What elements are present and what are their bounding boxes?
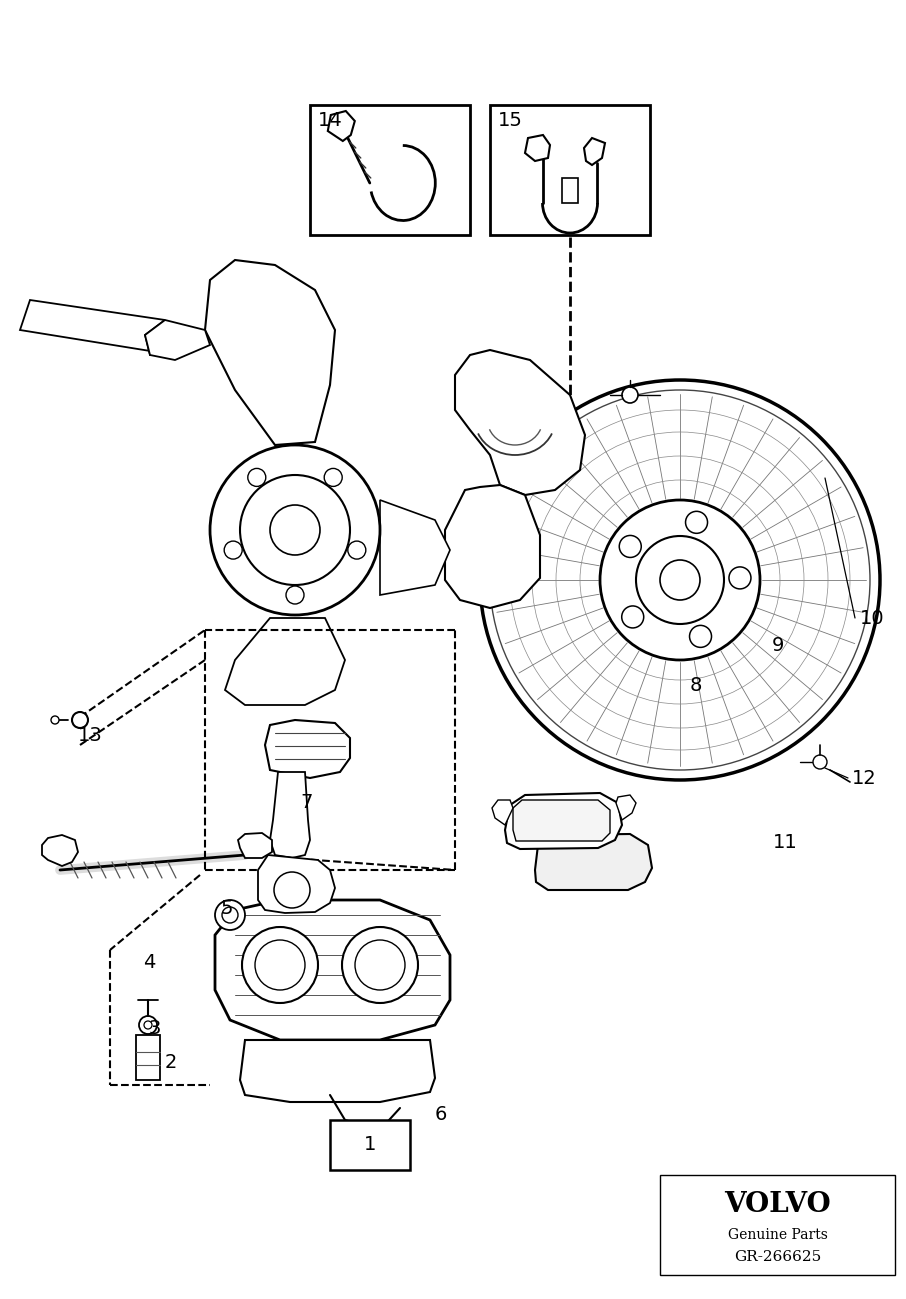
Polygon shape xyxy=(225,618,345,705)
Circle shape xyxy=(686,512,708,534)
Polygon shape xyxy=(616,795,636,820)
Circle shape xyxy=(636,536,724,624)
Circle shape xyxy=(210,446,380,614)
Bar xyxy=(490,105,650,235)
Polygon shape xyxy=(505,792,622,850)
Text: 6: 6 xyxy=(435,1105,448,1125)
Text: 8: 8 xyxy=(690,675,702,695)
Polygon shape xyxy=(258,855,335,913)
Circle shape xyxy=(255,940,305,990)
Text: 10: 10 xyxy=(860,608,884,627)
Circle shape xyxy=(324,469,342,486)
Polygon shape xyxy=(215,900,450,1040)
Text: 13: 13 xyxy=(78,726,102,744)
Circle shape xyxy=(622,605,644,627)
Bar xyxy=(136,1035,160,1079)
Circle shape xyxy=(215,900,245,930)
Circle shape xyxy=(813,755,827,769)
Circle shape xyxy=(139,1016,157,1034)
Text: 4: 4 xyxy=(143,952,155,972)
Polygon shape xyxy=(513,800,610,840)
Bar xyxy=(330,1120,410,1170)
Circle shape xyxy=(248,469,265,486)
Circle shape xyxy=(240,475,350,585)
Circle shape xyxy=(222,907,238,924)
Circle shape xyxy=(144,1021,152,1029)
Circle shape xyxy=(342,927,418,1003)
Circle shape xyxy=(480,381,880,779)
Polygon shape xyxy=(205,260,335,446)
Circle shape xyxy=(348,542,366,559)
Circle shape xyxy=(355,940,405,990)
Text: 14: 14 xyxy=(318,110,342,130)
Circle shape xyxy=(72,712,88,727)
Text: 12: 12 xyxy=(852,769,877,787)
Polygon shape xyxy=(42,835,78,866)
Text: 1: 1 xyxy=(364,1135,376,1155)
Text: 7: 7 xyxy=(300,792,313,812)
Text: GR-266625: GR-266625 xyxy=(734,1250,821,1264)
Polygon shape xyxy=(270,772,310,859)
Circle shape xyxy=(600,500,760,660)
Polygon shape xyxy=(455,349,585,495)
Polygon shape xyxy=(445,485,540,608)
Bar xyxy=(660,1176,895,1276)
Polygon shape xyxy=(238,833,272,859)
Circle shape xyxy=(729,566,751,588)
Circle shape xyxy=(689,625,711,647)
Circle shape xyxy=(242,927,318,1003)
Polygon shape xyxy=(535,834,652,890)
Polygon shape xyxy=(265,720,350,778)
Text: 3: 3 xyxy=(148,1018,160,1038)
Bar xyxy=(310,105,470,235)
Circle shape xyxy=(274,872,310,908)
Text: Genuine Parts: Genuine Parts xyxy=(728,1228,827,1242)
Bar xyxy=(562,178,578,203)
Polygon shape xyxy=(492,800,513,825)
Text: 9: 9 xyxy=(772,635,785,655)
Circle shape xyxy=(270,505,320,555)
Text: 15: 15 xyxy=(498,110,523,130)
Text: 2: 2 xyxy=(165,1052,178,1072)
Circle shape xyxy=(660,560,700,600)
Polygon shape xyxy=(145,320,210,360)
Circle shape xyxy=(286,586,304,604)
Polygon shape xyxy=(525,135,550,161)
Circle shape xyxy=(51,716,59,724)
Text: 5: 5 xyxy=(220,899,233,917)
Circle shape xyxy=(620,535,641,557)
Text: VOLVO: VOLVO xyxy=(724,1191,831,1218)
Polygon shape xyxy=(328,110,355,142)
Circle shape xyxy=(622,387,638,403)
Polygon shape xyxy=(380,500,450,595)
Text: 11: 11 xyxy=(773,833,798,852)
Polygon shape xyxy=(240,1040,435,1102)
Polygon shape xyxy=(584,138,605,165)
Polygon shape xyxy=(20,300,175,355)
Circle shape xyxy=(224,542,242,559)
